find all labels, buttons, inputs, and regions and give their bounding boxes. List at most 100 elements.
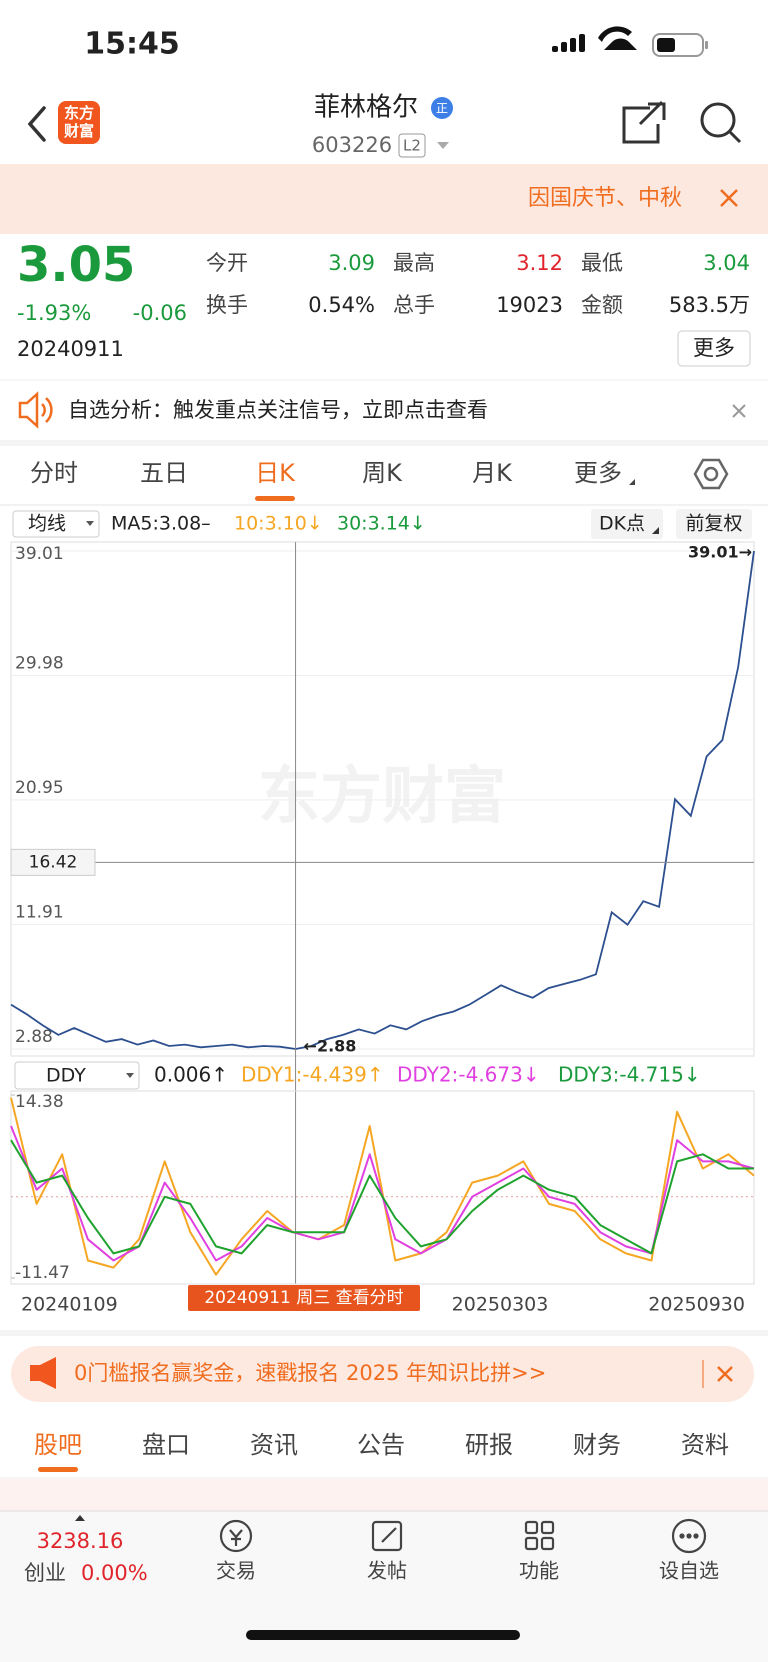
quote-date: 20240911 <box>17 337 124 361</box>
date-label: 20240109 <box>21 1294 118 1316</box>
kline-chart: 39.01 29.98 20.95 11.91 2.88 16.42 ←2.88 39.01→ <box>10 542 755 1284</box>
ma5: MA5:3.08– <box>111 513 211 535</box>
ad-text[interactable]: 0门槛报名赢奖金，速戳报名 2025 年知识比拼>> <box>74 1361 546 1385</box>
divider <box>0 440 768 446</box>
feed-preview <box>0 1479 768 1511</box>
stock-code: 603226 <box>312 133 392 157</box>
y-tick-label: 29.98 <box>15 653 64 673</box>
index-change[interactable]: 0.00% <box>81 1561 148 1585</box>
status-time: 15:45 <box>84 27 180 62</box>
ddy-select[interactable]: DDY <box>46 1065 86 1087</box>
tab-underline <box>255 496 295 501</box>
ddy-select-box[interactable] <box>14 1061 140 1090</box>
stat-label: 换手 <box>206 293 248 317</box>
banner-text[interactable]: 因国庆节、中秋 <box>528 186 682 211</box>
dropdown-arrow <box>86 521 94 526</box>
stat-label: 今开 <box>206 251 248 275</box>
dropdown-arrow <box>126 1073 134 1078</box>
ma30: 30:3.14↓ <box>337 513 426 535</box>
nav-item[interactable]: 发帖 <box>367 1559 407 1583</box>
y-tick-label: -11.47 <box>15 1263 70 1283</box>
stat-value: 583.5万 <box>669 293 750 317</box>
period-tab[interactable]: 周K <box>362 459 403 487</box>
ad-bg <box>11 1346 754 1402</box>
ad-close[interactable] <box>717 1366 733 1382</box>
notice-close[interactable] <box>732 404 746 418</box>
content-tab[interactable]: 资料 <box>681 1431 729 1459</box>
stat-value: 3.09 <box>328 251 375 275</box>
content-tab[interactable]: 股吧 <box>34 1431 82 1459</box>
nav-items: 交易 发帖 功能 设自选 <box>216 1559 719 1583</box>
banner-close[interactable] <box>720 189 738 207</box>
ma10: 10:3.10↓ <box>234 513 323 535</box>
date-label: 20250930 <box>648 1294 745 1316</box>
price-line <box>10 550 755 1050</box>
ddy-frame <box>10 1090 755 1285</box>
adjust-button[interactable]: 前复权 <box>685 513 742 535</box>
more-button[interactable]: 更多 <box>693 336 735 360</box>
index-name[interactable]: 创业 <box>24 1561 66 1585</box>
period-tab[interactable]: 日K <box>255 459 296 487</box>
kline-frame <box>10 541 755 1057</box>
status-icons <box>552 26 708 57</box>
nav-icons <box>219 1518 707 1554</box>
high-label: 39.01→ <box>688 543 752 562</box>
stat-label: 最低 <box>581 251 623 275</box>
settings-button[interactable] <box>693 458 729 490</box>
adjust-box[interactable] <box>676 509 752 539</box>
y-tick-label: 2.88 <box>15 1027 53 1047</box>
stat-value: 19023 <box>496 293 563 317</box>
search-button[interactable] <box>700 102 742 144</box>
logo-text: 东方财富 <box>63 104 94 140</box>
content-tab[interactable]: 财务 <box>573 1431 621 1459</box>
content-tab[interactable]: 公告 <box>357 1431 405 1459</box>
speaker-icon <box>18 391 53 429</box>
ddy2-value: DDY2:-4.673↓ <box>397 1063 540 1087</box>
back-button[interactable] <box>27 106 46 142</box>
date-tooltip[interactable]: 20240911 周三 查看分时 <box>204 1288 403 1308</box>
ma-select[interactable]: 均线 <box>28 513 66 535</box>
ddy-line <box>10 1139 754 1255</box>
level: L2 <box>403 137 421 155</box>
ad-icon <box>30 1357 56 1389</box>
badge: 正 <box>436 102 448 116</box>
nav-item[interactable]: 功能 <box>519 1559 559 1583</box>
index-arrow <box>75 1515 85 1521</box>
tooltip-box[interactable] <box>188 1285 420 1311</box>
period-tab[interactable]: 月K <box>472 459 513 487</box>
period-tab[interactable]: 五日 <box>140 459 188 487</box>
dk-box[interactable] <box>591 509 663 539</box>
notice-text[interactable]: 自选分析：触发重点关注信号，立即点击查看 <box>68 398 488 422</box>
nav-item[interactable]: 交易 <box>216 1559 256 1583</box>
ma-select-box[interactable] <box>12 510 100 538</box>
dk-corner <box>652 527 659 534</box>
index-value[interactable]: 3238.16 <box>37 1529 124 1553</box>
logo-text-box: 东方财富 <box>63 104 94 140</box>
stats: 今开 3.09 最高 3.12 最低 3.04 换手 0.54% 总手 19023 金额 583.5万 <box>206 251 750 317</box>
more-arrow <box>629 479 635 485</box>
ddy3-value: DDY3:-4.715↓ <box>558 1063 701 1087</box>
period-tab[interactable]: 更多 <box>574 459 622 487</box>
stat-label: 金额 <box>581 293 623 317</box>
period-tab[interactable]: 分时 <box>30 459 78 487</box>
code-dropdown[interactable] <box>437 142 449 149</box>
content-tabs: 股吧 盘口 资讯 公告 研报 财务 资料 <box>34 1431 729 1472</box>
stock-name: 菲林格尔 <box>314 93 418 123</box>
more-button-box[interactable] <box>677 330 751 367</box>
content-tab[interactable]: 资讯 <box>250 1431 298 1459</box>
level-box <box>398 133 426 158</box>
nav-item[interactable]: 设自选 <box>659 1559 719 1583</box>
ddy1-value: DDY1:-4.439↑ <box>241 1063 384 1087</box>
stat-value: 0.54% <box>308 293 375 317</box>
watermark: 东方财富 <box>258 759 506 832</box>
stat-value: 3.12 <box>516 251 563 275</box>
content-tab[interactable]: 研报 <box>465 1431 513 1459</box>
content-tab[interactable]: 盘口 <box>142 1431 190 1459</box>
dk-button[interactable]: DK点 <box>599 513 645 535</box>
change: -0.06 <box>133 301 187 325</box>
stat-value: 3.04 <box>703 251 750 275</box>
share-button[interactable] <box>622 100 666 144</box>
divider <box>0 1330 768 1336</box>
badge-bg <box>431 97 453 119</box>
